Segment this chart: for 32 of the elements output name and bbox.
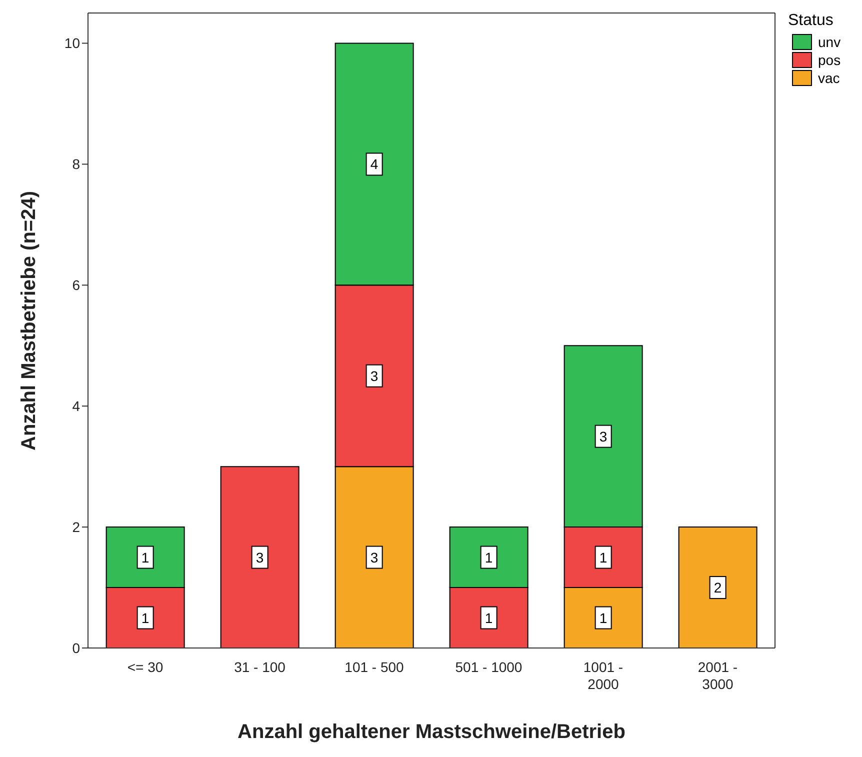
x-tick-label: 2001 - 3000 (698, 659, 738, 692)
x-tick-label: 101 - 500 (344, 659, 404, 675)
data-label: 3 (370, 368, 378, 384)
x-axis-title: Anzahl gehaltener Mastschweine/Betrieb (238, 721, 626, 743)
bar (220, 466, 300, 648)
data-label: 4 (370, 156, 378, 172)
y-tick-label: 8 (72, 156, 80, 172)
x-tick-label: 501 - 1000 (455, 659, 522, 675)
bar (678, 526, 758, 648)
data-label: 3 (599, 428, 608, 444)
data-label: 1 (484, 549, 493, 566)
data-label: 1 (141, 549, 150, 566)
legend-label: unv (818, 34, 841, 50)
legend-label: vac (818, 70, 840, 86)
data-label: 3 (370, 549, 378, 566)
y-tick-label: 10 (64, 35, 80, 52)
data-label: 2 (714, 580, 722, 596)
data-label: 1 (484, 610, 493, 626)
x-tick-label: 31 - 100 (234, 659, 286, 675)
legend-label: pos (818, 52, 841, 68)
x-tick-label: 1001 - 2000 (583, 659, 624, 692)
y-axis-title: Anzahl Mastbetriebe (n=24) (18, 190, 40, 450)
y-tick-label: 6 (72, 277, 80, 294)
data-label: 1 (599, 549, 608, 566)
data-label: 1 (141, 610, 150, 626)
legend-title: Status (788, 12, 834, 30)
y-tick-label: 0 (72, 640, 80, 656)
x-tick-label: <= 30 (127, 659, 164, 675)
data-label: 1 (599, 610, 608, 626)
y-tick-label: 4 (72, 398, 80, 414)
y-tick-label: 2 (72, 519, 80, 536)
data-label: 3 (256, 549, 264, 566)
